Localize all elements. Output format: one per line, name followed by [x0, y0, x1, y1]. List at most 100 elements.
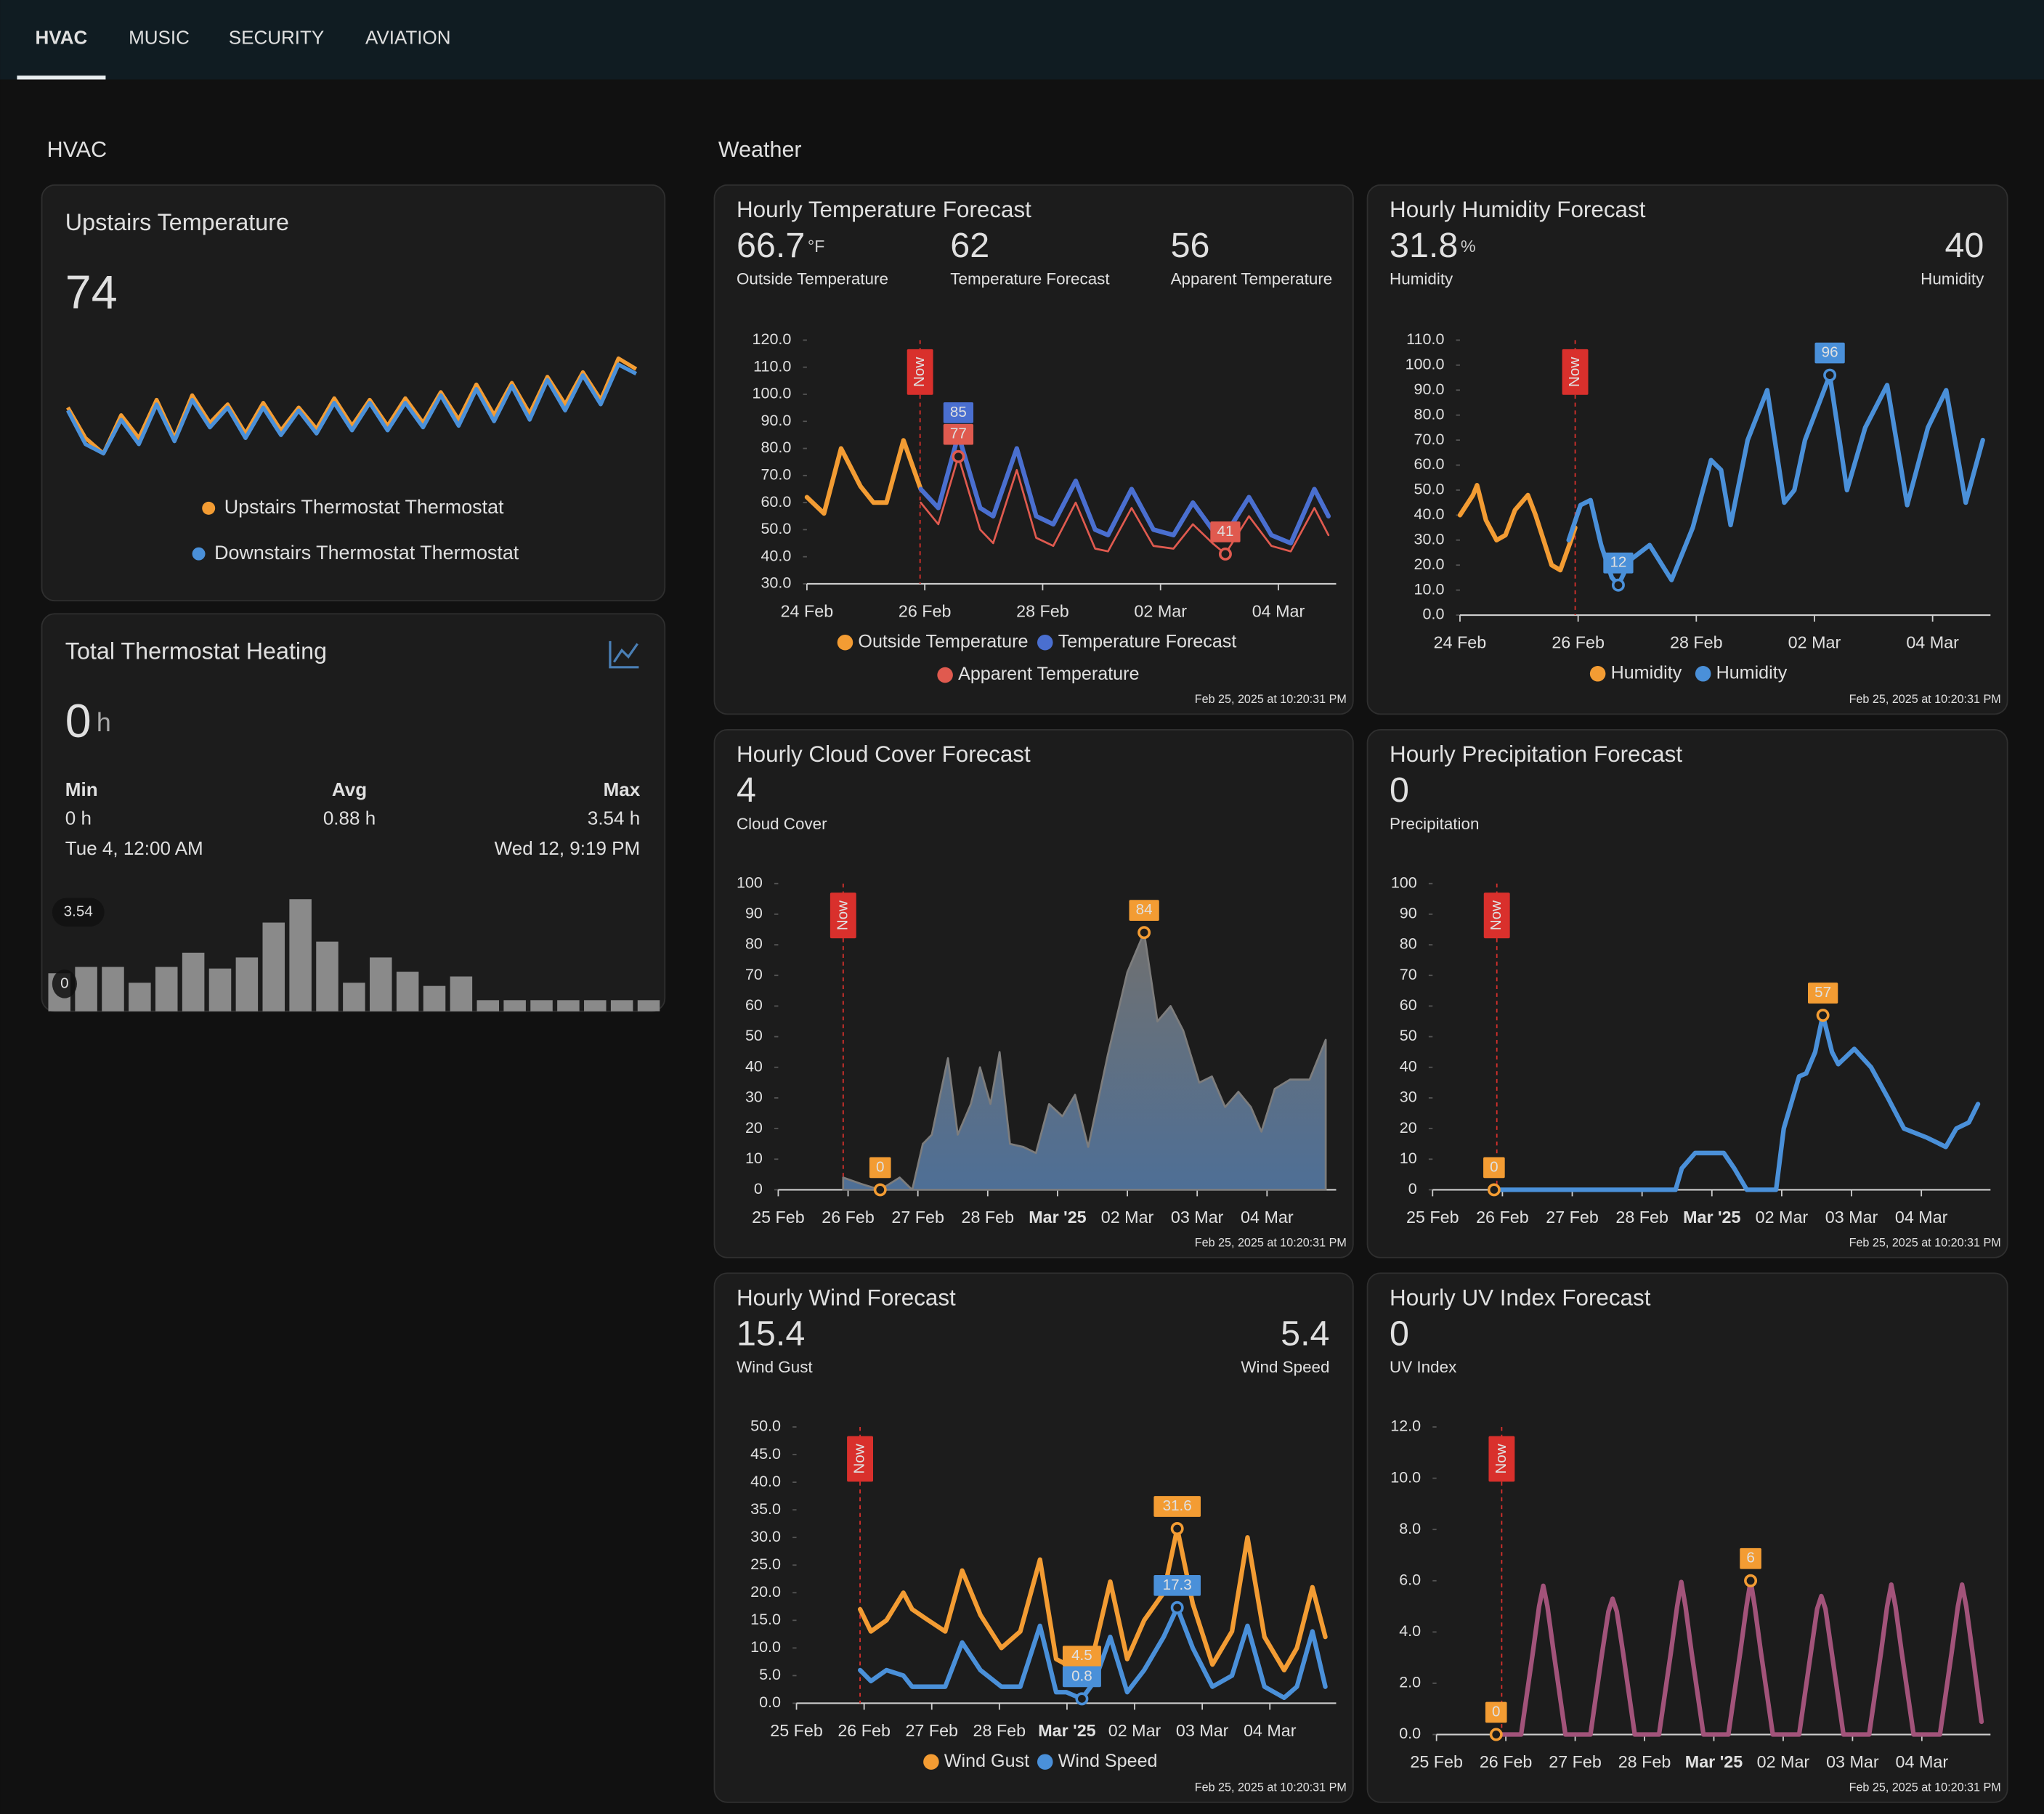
- value-label: 0.8: [1071, 1667, 1092, 1684]
- legend-label[interactable]: Wind Speed: [1058, 1751, 1158, 1771]
- y-tick-label: 110.0: [1406, 330, 1444, 348]
- y-tick-label: 60: [1400, 996, 1417, 1014]
- y-tick-label: 15.0: [750, 1611, 781, 1628]
- value-label: 85: [950, 404, 967, 420]
- x-tick-label: 27 Feb: [1549, 1752, 1602, 1771]
- card: [1366, 1272, 2008, 1803]
- y-tick-label: 80: [745, 935, 763, 953]
- sparkline: [66, 362, 638, 456]
- value-label: 57: [1814, 984, 1831, 1001]
- x-tick-label: 28 Feb: [1618, 1752, 1671, 1771]
- value: 62: [950, 226, 989, 265]
- section-title: HVAC: [47, 137, 107, 162]
- legend-label[interactable]: Apparent Temperature: [958, 664, 1139, 684]
- y-tick-label: 30.0: [750, 1528, 781, 1545]
- card-title: Total Thermostat Heating: [65, 638, 327, 664]
- line: [920, 455, 1330, 556]
- stat-value: 31.8%: [1390, 226, 1476, 265]
- area: [842, 931, 1327, 1191]
- y-tick-label: 100: [1391, 874, 1417, 891]
- card-value: 74: [65, 266, 118, 318]
- point-marker: [1075, 1692, 1089, 1706]
- stat-value: 62: [950, 226, 989, 265]
- value-badge: [943, 423, 974, 445]
- now-label: Now: [911, 357, 928, 387]
- y-tick-label: 60: [745, 996, 763, 1014]
- x-tick-label: 26 Feb: [899, 602, 952, 621]
- x-tick-label: 28 Feb: [973, 1721, 1026, 1740]
- stat-label: Max: [604, 778, 641, 800]
- point-marker: [1744, 1574, 1758, 1587]
- tab[interactable]: SECURITY: [229, 27, 325, 49]
- y-tick-pill: [52, 969, 77, 998]
- stat-label: Temperature Forecast: [950, 270, 1110, 288]
- x-tick-label: 27 Feb: [1546, 1208, 1599, 1227]
- y-tick-label: 80.0: [761, 439, 791, 456]
- stat-value: 0: [1390, 770, 1409, 810]
- y-tick-label: 0.0: [1423, 606, 1445, 623]
- value: 4: [737, 770, 756, 810]
- history-icon[interactable]: [612, 643, 638, 663]
- value: 0: [1390, 1314, 1409, 1353]
- x-tick-label: 24 Feb: [781, 602, 834, 621]
- point-marker: [1816, 1009, 1830, 1022]
- line: [918, 432, 1331, 546]
- y-tick-label: 4.0: [1399, 1622, 1421, 1640]
- y-tick-label: 40.0: [1414, 505, 1445, 523]
- x-tick-label: 25 Feb: [1406, 1208, 1459, 1227]
- line: [1491, 1012, 1981, 1192]
- value: 56: [1171, 226, 1210, 265]
- card-title: Hourly Wind Forecast: [737, 1285, 956, 1310]
- history-icon[interactable]: [609, 640, 639, 669]
- value-label: 0: [1490, 1158, 1498, 1175]
- y-tick-label: 50.0: [1414, 481, 1445, 498]
- legend-label[interactable]: Upstairs Thermostat Thermostat: [224, 496, 504, 518]
- x-tick-label: 26 Feb: [838, 1721, 891, 1740]
- y-tick-label: 30.0: [761, 574, 791, 592]
- value-label: 31.6: [1163, 1497, 1192, 1514]
- x-tick-label: 25 Feb: [770, 1721, 823, 1740]
- bar: [557, 1000, 580, 1012]
- legend-label[interactable]: Downstairs Thermostat Thermostat: [214, 542, 519, 564]
- bar: [289, 899, 312, 1012]
- value-badge: [943, 402, 974, 423]
- legend-label[interactable]: Humidity: [1611, 662, 1682, 683]
- legend-label[interactable]: Wind Gust: [944, 1751, 1029, 1771]
- value-badge: [1603, 552, 1634, 574]
- value-label: 41: [1217, 523, 1233, 540]
- stat-label: Wind Gust: [737, 1358, 813, 1376]
- y-tick-label: 5.0: [759, 1666, 781, 1683]
- legend-label[interactable]: Outside Temperature: [858, 631, 1028, 651]
- y-tick-label: 20.0: [1414, 556, 1445, 573]
- y-tick-label: 0: [1408, 1180, 1417, 1197]
- y-tick-label: 20: [745, 1119, 763, 1136]
- updated-time: Feb 25, 2025 at 10:20:31 PM: [1195, 1781, 1347, 1794]
- legend-dot: [192, 547, 206, 561]
- tab[interactable]: AVIATION: [365, 27, 451, 49]
- line: [804, 438, 923, 516]
- tab[interactable]: MUSIC: [129, 27, 190, 49]
- x-tick-label: 25 Feb: [752, 1208, 805, 1227]
- unit: %: [1461, 237, 1476, 256]
- x-tick-label: Mar '25: [1038, 1721, 1095, 1740]
- y-tick-label: 10: [745, 1150, 763, 1167]
- y-tick-label: 90: [1400, 905, 1417, 922]
- stat-label: Avg: [332, 778, 367, 800]
- now-badge: [907, 349, 933, 395]
- legend-label[interactable]: Temperature Forecast: [1058, 631, 1237, 651]
- stat-time: Tue 4, 12:00 AM: [65, 837, 203, 859]
- y-tick-label: 2.0: [1399, 1674, 1421, 1691]
- bar: [75, 967, 97, 1012]
- value-label: 4.5: [1071, 1647, 1092, 1664]
- stat-label: Humidity: [1921, 270, 1984, 288]
- legend-label[interactable]: Humidity: [1716, 662, 1788, 683]
- y-tick-label: 30: [1400, 1089, 1417, 1106]
- stat-value: 0 h: [65, 808, 92, 829]
- tab[interactable]: HVAC: [36, 27, 88, 49]
- x-tick-label: 04 Mar: [1252, 602, 1305, 621]
- value-label: 77: [950, 426, 967, 442]
- bar: [476, 1000, 500, 1012]
- point-marker: [1489, 1728, 1503, 1741]
- point-marker: [873, 1183, 887, 1197]
